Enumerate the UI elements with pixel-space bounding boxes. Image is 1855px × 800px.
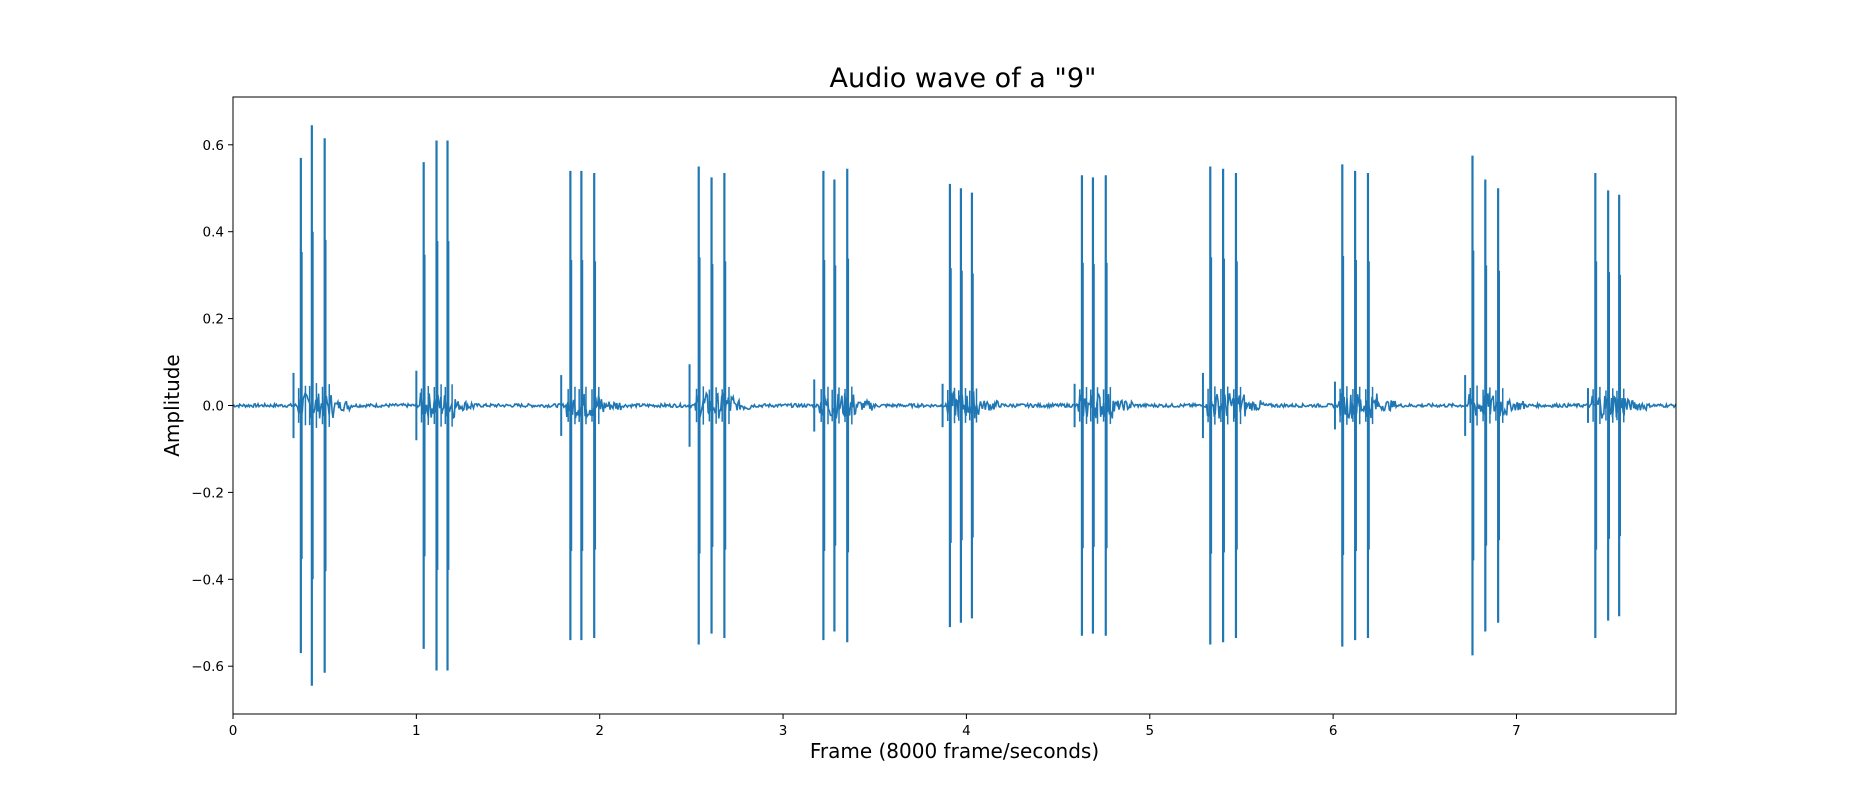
beep-burst — [813, 168, 853, 643]
chart-title: Audio wave of a "9" — [830, 63, 1097, 94]
y-axis-label: Amplitude — [160, 354, 184, 457]
beep-burst — [1333, 164, 1374, 647]
x-tick-label: 3 — [779, 723, 788, 739]
beep-burst — [1586, 173, 1625, 638]
beep-burst — [292, 125, 331, 686]
axes-frame — [232, 96, 1677, 715]
beep-burst — [1201, 166, 1242, 645]
plot-area — [232, 125, 1677, 686]
y-tick-label: −0.6 — [191, 659, 224, 675]
beep-burst — [560, 170, 600, 641]
beep-burst — [1073, 175, 1112, 636]
x-tick-label: 4 — [962, 723, 971, 739]
x-axis: 0 1 2 3 4 5 6 7 — [229, 714, 1521, 739]
x-tick-label: 2 — [595, 723, 604, 739]
y-tick-label: −0.4 — [191, 572, 224, 588]
beep-burst — [688, 166, 730, 645]
y-tick-label: 0.2 — [203, 312, 224, 328]
x-tick-label: 1 — [412, 723, 421, 739]
beep-burst — [941, 183, 978, 628]
y-axis: 0.6 0.4 0.2 0.0 −0.2 −0.4 −0.6 — [191, 138, 233, 675]
x-tick-label: 7 — [1512, 723, 1521, 739]
x-axis-label: Frame (8000 frame/seconds) — [810, 739, 1099, 763]
beep-burst — [415, 140, 453, 671]
x-tick-label: 0 — [229, 723, 238, 739]
y-tick-label: −0.2 — [191, 485, 224, 501]
y-tick-label: 0.6 — [203, 138, 224, 154]
beep-burst — [1464, 155, 1504, 656]
y-tick-label: 0.0 — [203, 399, 224, 415]
x-tick-label: 5 — [1145, 723, 1154, 739]
y-tick-label: 0.4 — [203, 225, 224, 241]
x-tick-label: 6 — [1329, 723, 1338, 739]
